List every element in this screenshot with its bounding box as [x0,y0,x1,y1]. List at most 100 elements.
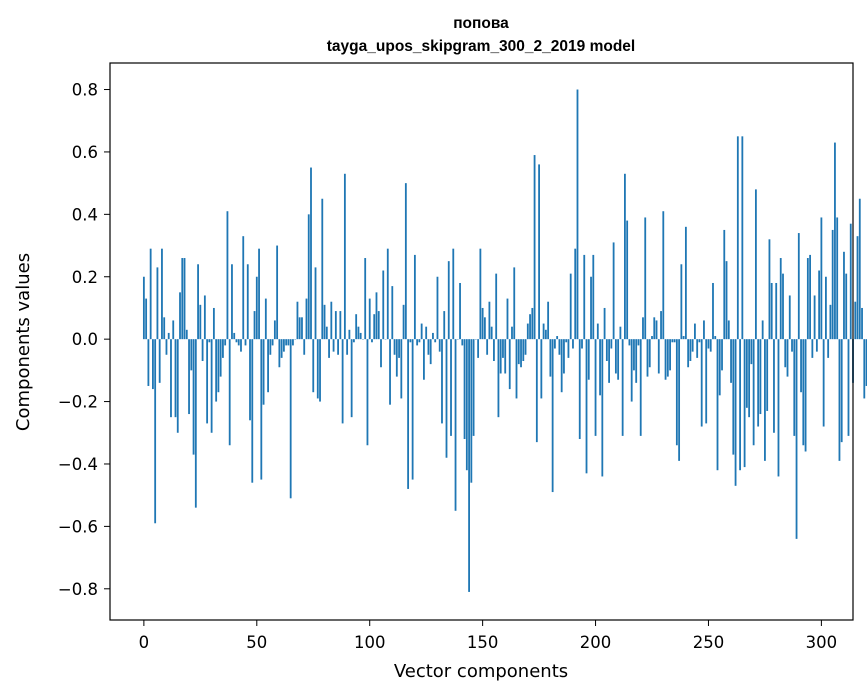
bar [716,339,719,471]
bar [411,339,414,480]
bar [621,339,624,436]
bar [260,339,263,480]
x-tick-label: 150 [467,633,499,652]
bar [208,339,211,343]
bar [626,220,629,340]
bar [603,307,606,340]
bar [217,339,220,393]
bar [147,339,150,386]
bar [664,339,667,380]
bar [276,245,279,340]
bar [337,339,339,355]
bar [766,339,769,411]
bar [499,339,502,374]
bar [377,311,380,340]
bar [834,142,836,340]
bar [296,301,299,340]
bar [506,298,509,340]
bar [249,339,251,421]
x-axis-label: Vector components [394,661,568,682]
bar [497,339,500,418]
bar [237,339,240,346]
bar [648,339,651,368]
bar [635,339,638,383]
bar [158,339,161,383]
y-tick-label: 0.6 [72,143,98,162]
bar [653,317,656,340]
bar [734,339,737,486]
bar [700,339,703,427]
bar [639,339,642,436]
bar [651,336,653,340]
plot-frame [109,62,854,621]
x-tick-label: 200 [580,633,612,652]
bar [779,258,782,340]
bar [599,339,601,396]
bar [574,248,577,340]
bar [565,339,568,343]
bar [709,339,712,352]
y-tick-label: −0.8 [58,580,98,599]
bar [795,339,798,539]
bar [145,298,148,340]
bar [330,301,333,340]
bar [301,317,303,340]
bar [533,155,536,340]
bar [382,270,385,340]
bar [298,317,301,340]
bar [560,339,563,393]
bar [483,317,486,340]
bar [590,276,592,340]
bar [581,339,583,349]
bar [671,339,674,343]
bar [201,339,204,361]
bar [197,264,199,340]
bar [854,301,857,340]
bar [389,339,391,405]
bar [585,339,588,474]
bar [811,339,814,358]
bar [513,267,516,340]
bar [628,339,631,346]
bar [436,276,439,340]
bar [520,339,522,368]
bar [831,229,834,340]
bar [328,339,330,358]
bar [777,339,780,477]
bar [305,298,308,340]
bar [836,217,839,340]
bar [176,339,179,433]
bar [255,276,258,340]
bar [540,339,543,399]
bar [718,339,721,396]
y-tick-label: −0.4 [58,455,98,474]
bar [800,339,802,393]
bar [754,189,757,340]
bar [858,198,861,340]
bar [517,339,520,365]
bar [687,339,690,368]
bar [149,248,152,340]
bar [678,339,681,461]
bar [644,217,647,340]
bar [319,339,321,402]
bar [553,339,556,349]
bar [542,323,545,340]
bar [190,339,193,371]
bar [748,339,751,418]
bar [761,320,764,340]
bar [154,339,157,524]
bar [752,339,755,446]
bar [142,276,145,340]
bar [764,339,766,461]
bar [612,242,615,340]
bar [400,339,403,399]
bar [515,339,518,399]
bar [165,339,168,355]
y-tick-label: −0.6 [58,517,98,536]
bar [192,339,195,455]
bar [786,339,789,377]
bar [684,226,687,340]
bar [563,339,565,374]
